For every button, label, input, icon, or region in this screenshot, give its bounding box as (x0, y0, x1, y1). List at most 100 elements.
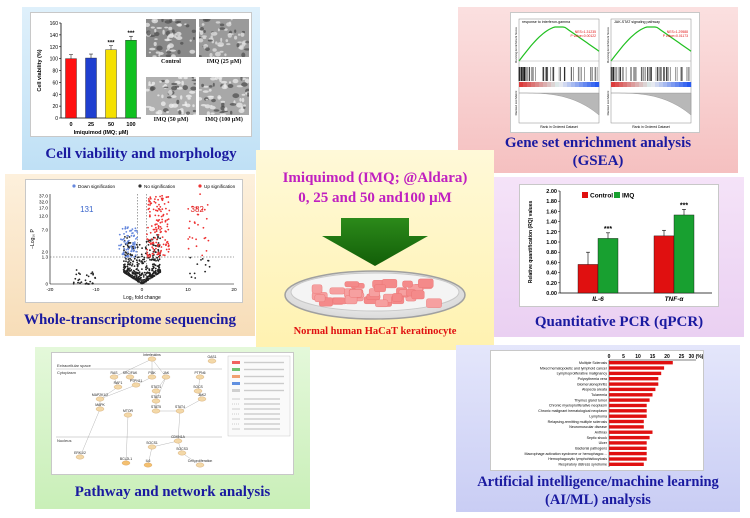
volcano-point-up (155, 195, 157, 198)
gsea-x-label: Rank in Ordered Dataset (540, 125, 578, 129)
viability-bar (105, 49, 117, 119)
pathway-node (195, 374, 205, 380)
volcano-point (158, 264, 160, 267)
volcano-point (135, 279, 138, 282)
volcano-point (79, 282, 81, 284)
qpcr-legend-swatch (614, 192, 620, 198)
volcano-point (128, 260, 131, 262)
volcano-point-up (149, 254, 152, 256)
viability-y-tick-label: 140 (50, 33, 59, 39)
volcano-point (152, 272, 154, 275)
volcano-point-up (189, 256, 192, 259)
volcano-point-up (155, 228, 158, 231)
pathway-node-label: ERK1/2 (74, 451, 86, 455)
pathway-node (95, 396, 105, 402)
gsea-pvalue: P value=0.00122 (571, 34, 597, 38)
volcano-point-up (148, 207, 151, 210)
pathway-edge (99, 386, 119, 400)
volcano-point (134, 273, 137, 276)
pathway-edge (179, 398, 203, 412)
pathway-node (151, 388, 161, 394)
pathway-node-label: RAF1 (114, 381, 123, 385)
volcano-point (135, 243, 138, 246)
volcano-point-up (159, 221, 162, 224)
pathway-node (147, 356, 157, 362)
volcano-point (131, 254, 134, 257)
volcano-point-up (152, 253, 155, 255)
volcano-point (128, 236, 131, 238)
volcano-point (131, 271, 134, 274)
viability-y-tick-label: 160 (50, 21, 59, 27)
qpcr-y-tick-label: 0.60 (546, 260, 557, 266)
volcano-point (142, 279, 145, 281)
volcano-point-up (147, 198, 150, 200)
volcano-point-up (204, 264, 207, 266)
volcano-point-down (123, 233, 125, 235)
volcano-point (138, 256, 140, 258)
pathway-legend-text-line (244, 423, 280, 425)
volcano-point-up (149, 214, 151, 216)
volcano-point-up (146, 251, 149, 254)
pathway-figure: Extracellular space Cytoplasm Nucleus Inter… (51, 352, 294, 475)
transcriptome-title: Whole-transcriptome sequencing (23, 312, 237, 328)
volcano-point-up (167, 196, 169, 198)
ai-x-tick-label: 25 (679, 354, 685, 360)
ai-bar (609, 419, 644, 424)
ai-bar (609, 457, 647, 461)
pathway-legend-text-line (244, 389, 284, 392)
qpcr-bar (577, 264, 599, 294)
volcano-point-down (132, 235, 135, 238)
volcano-point-up (167, 244, 170, 247)
viability-y-tick-label: 80 (52, 69, 58, 75)
volcano-point-up (161, 197, 164, 200)
volcano-point (78, 278, 81, 281)
volcano-point-down (126, 241, 129, 244)
volcano-point (147, 275, 150, 277)
volcano-point-up (159, 226, 162, 228)
volcano-point-down (131, 248, 133, 251)
micrograph-3 (196, 75, 252, 116)
volcano-point-up (161, 194, 164, 197)
volcano-point-up (166, 223, 169, 226)
viability-x-tick-label: 100 (126, 122, 135, 128)
pathway-edge (151, 358, 167, 378)
volcano-point (140, 274, 143, 276)
gsea-x-label: Rank in Ordered Dataset (632, 125, 670, 129)
volcano-point (152, 275, 154, 278)
volcano-point (127, 252, 129, 255)
pathway-legend-swatch (232, 375, 240, 378)
keratinocyte-cell (374, 284, 386, 293)
volcano-point-up (167, 242, 170, 245)
volcano-point-up (165, 248, 168, 251)
ai-ml-title-line2: (AI/ML) analysis (545, 492, 651, 508)
pathway-node (151, 398, 161, 404)
volcano-point-up (166, 240, 169, 243)
volcano-point (138, 260, 141, 262)
volcano-point (131, 274, 134, 277)
pathway-node-label: STAT3 (151, 395, 161, 399)
qpcr-title: Quantitative PCR (qPCR) (534, 314, 704, 330)
pathway-edge (155, 376, 167, 392)
volcano-point-up (154, 223, 157, 226)
volcano-point (158, 267, 161, 269)
volcano-point-down (123, 237, 125, 240)
pathway-legend-text-line (244, 375, 284, 378)
volcano-point-down (126, 234, 129, 237)
volcano-point-up (148, 241, 151, 244)
volcano-point-up (187, 247, 190, 250)
volcano-point-up (154, 198, 156, 200)
ai-category-label: Chronic myeloproliferative neoplasm (549, 404, 607, 408)
volcano-point-up (205, 217, 208, 220)
gsea-figure: response to interferon-gamma NES=1.31235 P… (510, 12, 700, 133)
volcano-point (140, 276, 142, 279)
volcano-point-up (157, 208, 160, 210)
volcano-y-tick-label: 2.0 (42, 250, 49, 255)
gsea-title-line2: (GSEA) (572, 153, 624, 169)
volcano-y-tick-label: 1.3 (42, 255, 49, 260)
volcano-point (143, 260, 146, 263)
volcano-point-up (150, 243, 152, 246)
ai-bar (609, 366, 665, 370)
viability-significance: *** (127, 31, 135, 37)
volcano-point-up (162, 243, 165, 246)
ai-bar (609, 377, 659, 381)
